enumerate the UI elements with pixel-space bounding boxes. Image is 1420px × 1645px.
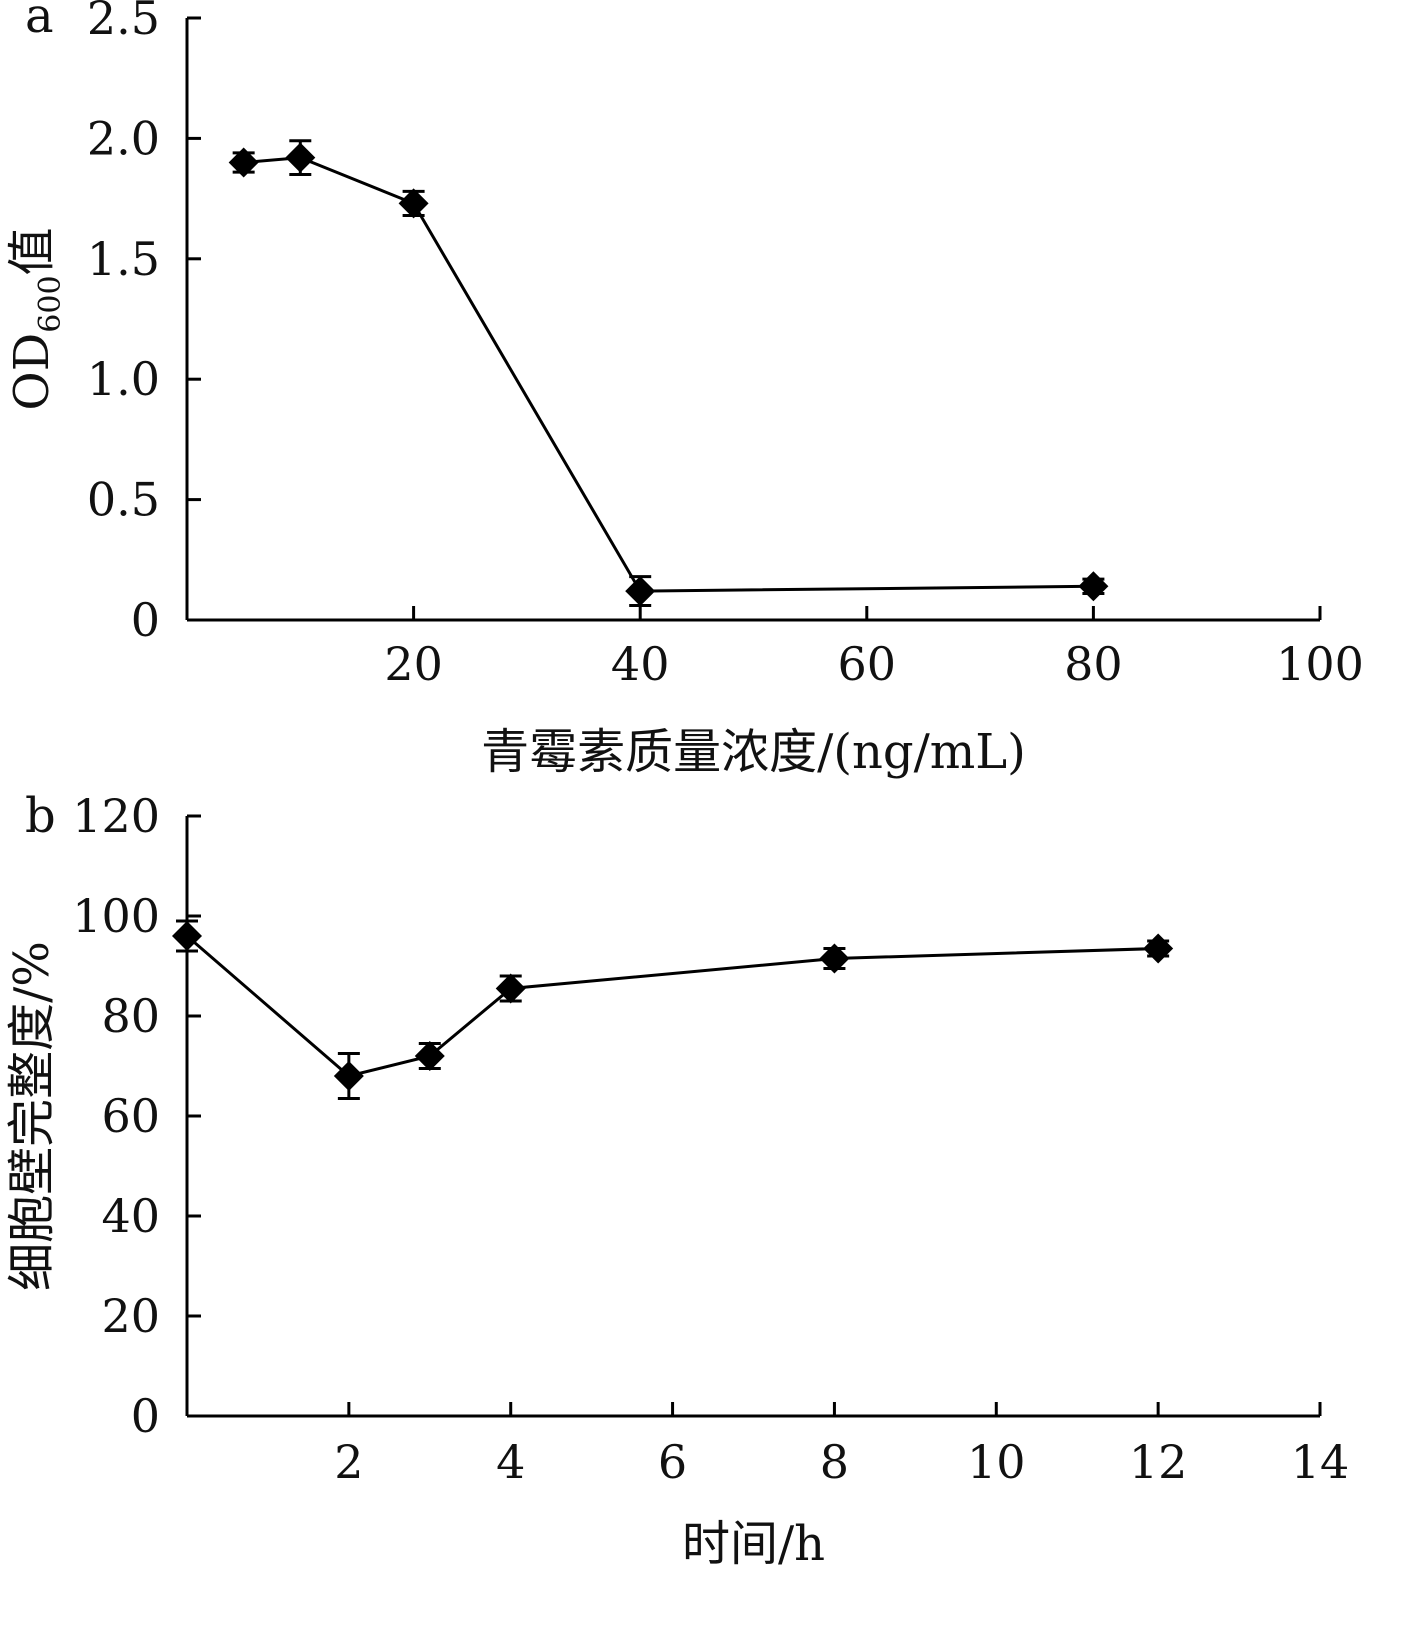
panel-a-x-tick-label: 100 xyxy=(1276,637,1364,691)
panel-a-y-tick-label: 2.0 xyxy=(87,111,160,165)
panel-b-data-point xyxy=(414,1041,445,1071)
panel-a-data-point xyxy=(228,147,259,178)
panel-a-data-point xyxy=(625,576,656,607)
panel-a-data-point xyxy=(1078,571,1109,602)
panel-b-y-tick-label: 60 xyxy=(101,1089,160,1143)
panel-a-x-tick-label: 40 xyxy=(611,637,670,691)
panel-a-y-axis-title-suffix: 值 xyxy=(4,227,60,275)
panel-b-letter: b xyxy=(25,788,56,844)
panel-b-data-point xyxy=(172,921,202,951)
panel-b-x-tick-label: 8 xyxy=(820,1435,849,1489)
panel-a-letter: a xyxy=(25,0,54,44)
panel-b-y-tick-label: 40 xyxy=(101,1189,160,1243)
panel-b-y-axis-title: 细胞壁完整度/% xyxy=(4,941,60,1291)
panel-b-y-tick-label: 100 xyxy=(72,889,160,943)
panel-a-y-axis-title-main: OD xyxy=(4,333,60,411)
panel-a-x-tick-label: 80 xyxy=(1064,637,1123,691)
panel-b-x-tick-label: 12 xyxy=(1129,1435,1188,1489)
panel-b-data-point xyxy=(1143,933,1174,964)
panel-b-x-tick-label: 2 xyxy=(334,1435,363,1489)
panel-a-x-tick-label: 60 xyxy=(838,637,897,691)
panel-b-x-tick-label: 14 xyxy=(1291,1435,1350,1489)
panel-a-y-tick-label: 1.5 xyxy=(87,232,160,286)
panel-b-y-tick-label: 20 xyxy=(101,1289,160,1343)
panel-b-y-tick-label: 0 xyxy=(131,1389,160,1443)
panel-b-x-tick-label: 10 xyxy=(967,1435,1026,1489)
panel-b-data-point xyxy=(333,1061,364,1091)
panel-a-x-tick-label: 20 xyxy=(384,637,443,691)
panel-a-y-tick-label: 2.5 xyxy=(87,0,160,45)
panel-a-y-axis-title-subscript: 600 xyxy=(33,275,68,332)
panel-a-y-tick-label: 0 xyxy=(131,593,160,647)
panel-a-series-line xyxy=(243,156,1094,593)
panel-b-data-point xyxy=(495,973,526,1004)
panel-b-data-point xyxy=(819,943,850,974)
panel-a-data-point xyxy=(285,142,316,173)
panel-b-series-line xyxy=(186,934,1159,1078)
panel-b-y-tick-label: 120 xyxy=(72,789,160,843)
panel-b-x-axis-title: 时间/h xyxy=(682,1516,825,1572)
panel-a-y-tick-label: 1.0 xyxy=(87,352,160,406)
panel-b-y-tick-label: 80 xyxy=(101,989,160,1043)
panel-a-y-tick-label: 0.5 xyxy=(87,473,160,527)
panel-a-x-axis-title: 青霉素质量浓度/(ng/mL) xyxy=(481,724,1026,780)
panel-a-data-point xyxy=(398,188,429,219)
panel-b-x-tick-label: 4 xyxy=(496,1435,525,1489)
panel-a-y-axis-title: OD600值 xyxy=(4,227,68,410)
panel-b-x-tick-label: 6 xyxy=(658,1435,687,1489)
